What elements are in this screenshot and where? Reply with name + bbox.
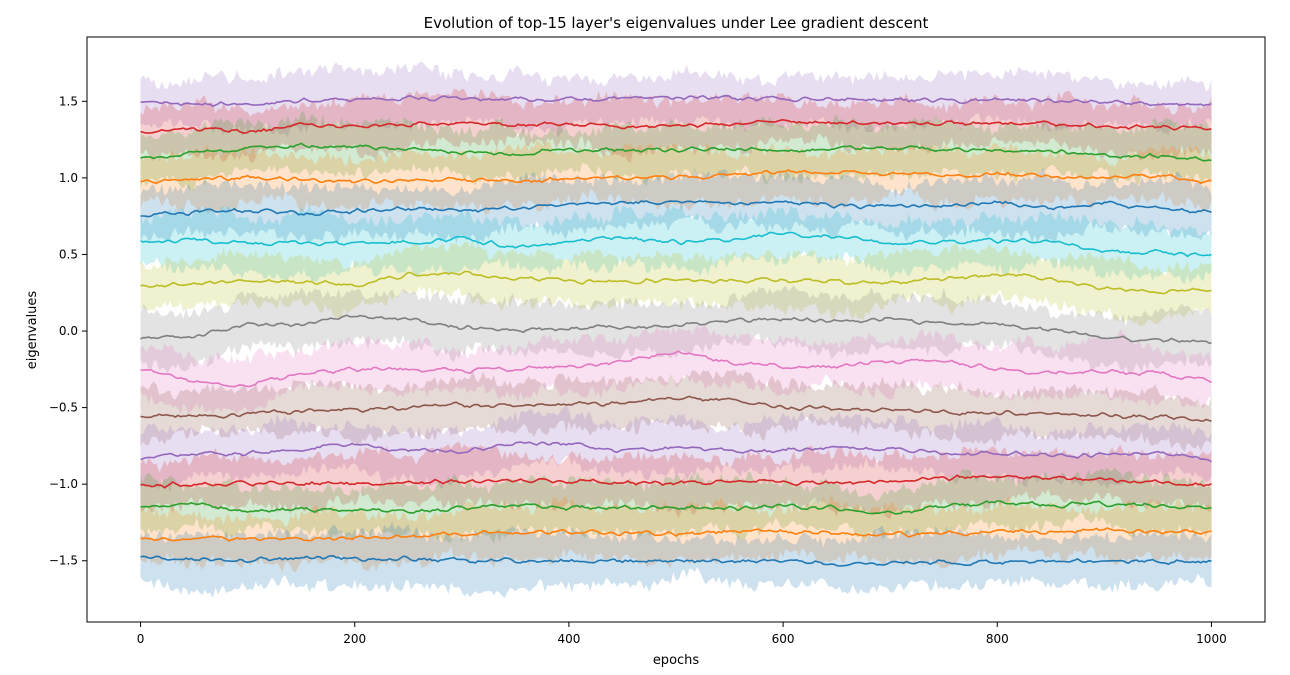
x-tick-label: 800 xyxy=(986,632,1009,646)
chart-title: Evolution of top-15 layer's eigenvalues … xyxy=(424,14,929,32)
y-tick-label: 1.0 xyxy=(59,171,78,185)
y-tick-label: −0.5 xyxy=(49,401,78,415)
y-tick-label: −1.5 xyxy=(49,554,78,568)
x-tick-label: 1000 xyxy=(1196,632,1227,646)
series-4-line xyxy=(140,169,1212,185)
y-axis-ticks: −1.5 −1.0 −0.5 0.0 0.5 1.0 1.5 xyxy=(49,94,87,568)
series-8-line xyxy=(140,314,1212,345)
series-7-band xyxy=(140,241,1212,326)
series-7-line xyxy=(140,270,1212,295)
series-14-line xyxy=(140,527,1212,542)
series-9-line xyxy=(140,350,1212,388)
y-tick-label: 1.5 xyxy=(59,94,78,108)
series-12-line xyxy=(140,474,1212,489)
series-5-band xyxy=(140,167,1212,247)
y-tick-label: 0.5 xyxy=(59,247,78,261)
series-13-band xyxy=(140,467,1212,544)
series-11-band xyxy=(140,404,1212,493)
series-5-line xyxy=(140,200,1212,218)
series-6-line xyxy=(140,231,1212,258)
y-axis-label: eigenvalues xyxy=(25,291,40,370)
series-12-band xyxy=(140,441,1212,520)
series-10-band xyxy=(140,369,1212,452)
x-axis-ticks: 0 200 400 600 800 1000 xyxy=(137,622,1227,646)
series-14-band xyxy=(140,493,1212,573)
series-6-band xyxy=(140,204,1212,285)
series-11-line xyxy=(140,441,1212,463)
y-tick-label: 0.0 xyxy=(59,324,78,338)
series-10-line xyxy=(140,395,1212,422)
series-3-line xyxy=(140,142,1212,162)
series-8-band xyxy=(140,285,1212,374)
series-2-line xyxy=(140,119,1212,134)
x-tick-label: 200 xyxy=(343,632,366,646)
x-tick-label: 0 xyxy=(137,632,145,646)
series-1-line xyxy=(140,94,1212,107)
y-tick-label: −1.0 xyxy=(49,477,78,491)
x-tick-label: 400 xyxy=(557,632,580,646)
series-13-line xyxy=(140,500,1212,515)
x-axis-label: epochs xyxy=(653,653,700,668)
x-tick-label: 600 xyxy=(772,632,795,646)
series-9-band xyxy=(140,324,1212,415)
series-lines xyxy=(140,94,1212,567)
series-1-band xyxy=(140,61,1212,139)
plot-frame xyxy=(86,36,1266,623)
series-15-line xyxy=(140,555,1212,567)
